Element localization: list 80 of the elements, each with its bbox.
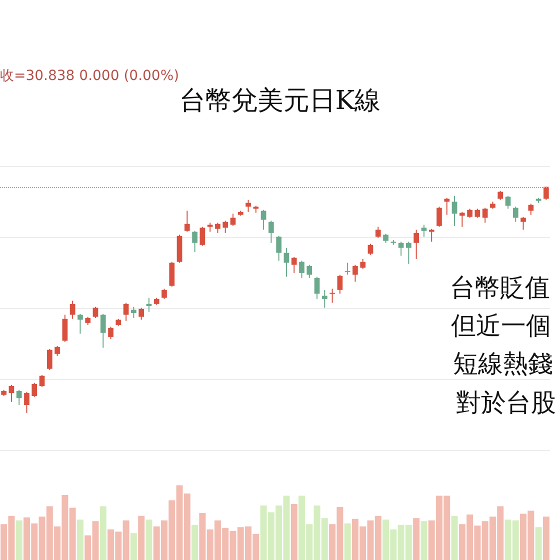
candlestick	[299, 260, 304, 278]
candlestick	[138, 307, 144, 320]
candlestick	[436, 206, 442, 228]
candlestick	[146, 297, 152, 312]
candlestick	[192, 230, 198, 252]
candlestick	[528, 203, 534, 216]
candlestick	[314, 276, 320, 300]
candlestick	[421, 224, 427, 238]
candlestick	[200, 226, 206, 246]
candlestick	[544, 186, 549, 200]
bar	[542, 516, 550, 560]
candlestick	[360, 258, 366, 270]
candlestick	[452, 195, 458, 226]
bar	[146, 520, 152, 560]
candlestick	[16, 389, 22, 406]
bar	[192, 524, 198, 560]
bar	[16, 520, 22, 560]
candlestick	[222, 220, 228, 234]
candlestick	[406, 241, 412, 264]
candlestick	[207, 222, 213, 232]
bar	[130, 533, 137, 560]
candlestick	[398, 241, 404, 256]
candlestick	[368, 243, 374, 256]
candlestick	[46, 348, 52, 370]
candlestick	[276, 235, 282, 262]
chart-title: 台幣兌美元日K線	[179, 86, 381, 116]
candlestick	[284, 247, 290, 278]
candlestick	[268, 220, 274, 244]
candlestick	[520, 216, 526, 230]
candlestick	[70, 300, 76, 320]
candlestick	[32, 382, 38, 398]
candlestick	[246, 199, 251, 212]
candlestick	[230, 213, 236, 226]
candlestick	[337, 274, 343, 294]
bar	[100, 506, 106, 560]
candlestick	[260, 209, 266, 230]
bar	[344, 523, 351, 560]
candlestick	[39, 374, 45, 388]
candlestick	[131, 306, 136, 318]
candlestick	[54, 345, 60, 356]
candlestick	[169, 261, 175, 288]
bar	[290, 504, 298, 560]
candlestick	[344, 262, 350, 276]
candlestick	[8, 384, 14, 402]
candlestick	[474, 208, 480, 218]
bar	[420, 521, 428, 560]
candlestick	[24, 391, 30, 414]
candlestick	[375, 226, 381, 238]
candlestick	[512, 206, 518, 222]
candlestick	[123, 302, 129, 322]
candlestick	[498, 190, 504, 200]
candlestick	[78, 313, 83, 334]
candlestick	[482, 207, 488, 224]
annotation: 短線熱錢	[453, 349, 553, 378]
candlestick	[184, 210, 190, 232]
candlestick	[330, 288, 335, 304]
bar	[138, 516, 145, 560]
candlestick	[306, 264, 312, 278]
bar	[76, 520, 84, 560]
candlestick	[291, 256, 297, 274]
candlestick	[322, 289, 328, 308]
candlestick	[428, 228, 434, 242]
annotation: 台幣貶值	[450, 273, 550, 302]
candlestick	[352, 264, 358, 282]
candlestick	[467, 208, 472, 218]
candlestick	[383, 233, 388, 244]
bar	[413, 518, 420, 560]
candlestick	[92, 306, 98, 318]
candlestick	[414, 229, 419, 260]
candlestick	[505, 195, 511, 210]
bar	[535, 527, 542, 560]
candlestick	[108, 326, 114, 340]
candlestick	[62, 314, 68, 342]
candlestick	[162, 288, 167, 300]
annotation: 對於台股	[456, 388, 556, 417]
text: 收=30.838 0.000 (0.00%)	[0, 68, 180, 84]
candlestick	[215, 222, 220, 234]
annotation: 但近一個	[451, 311, 551, 340]
bar	[451, 516, 458, 560]
candlestick	[100, 313, 106, 348]
